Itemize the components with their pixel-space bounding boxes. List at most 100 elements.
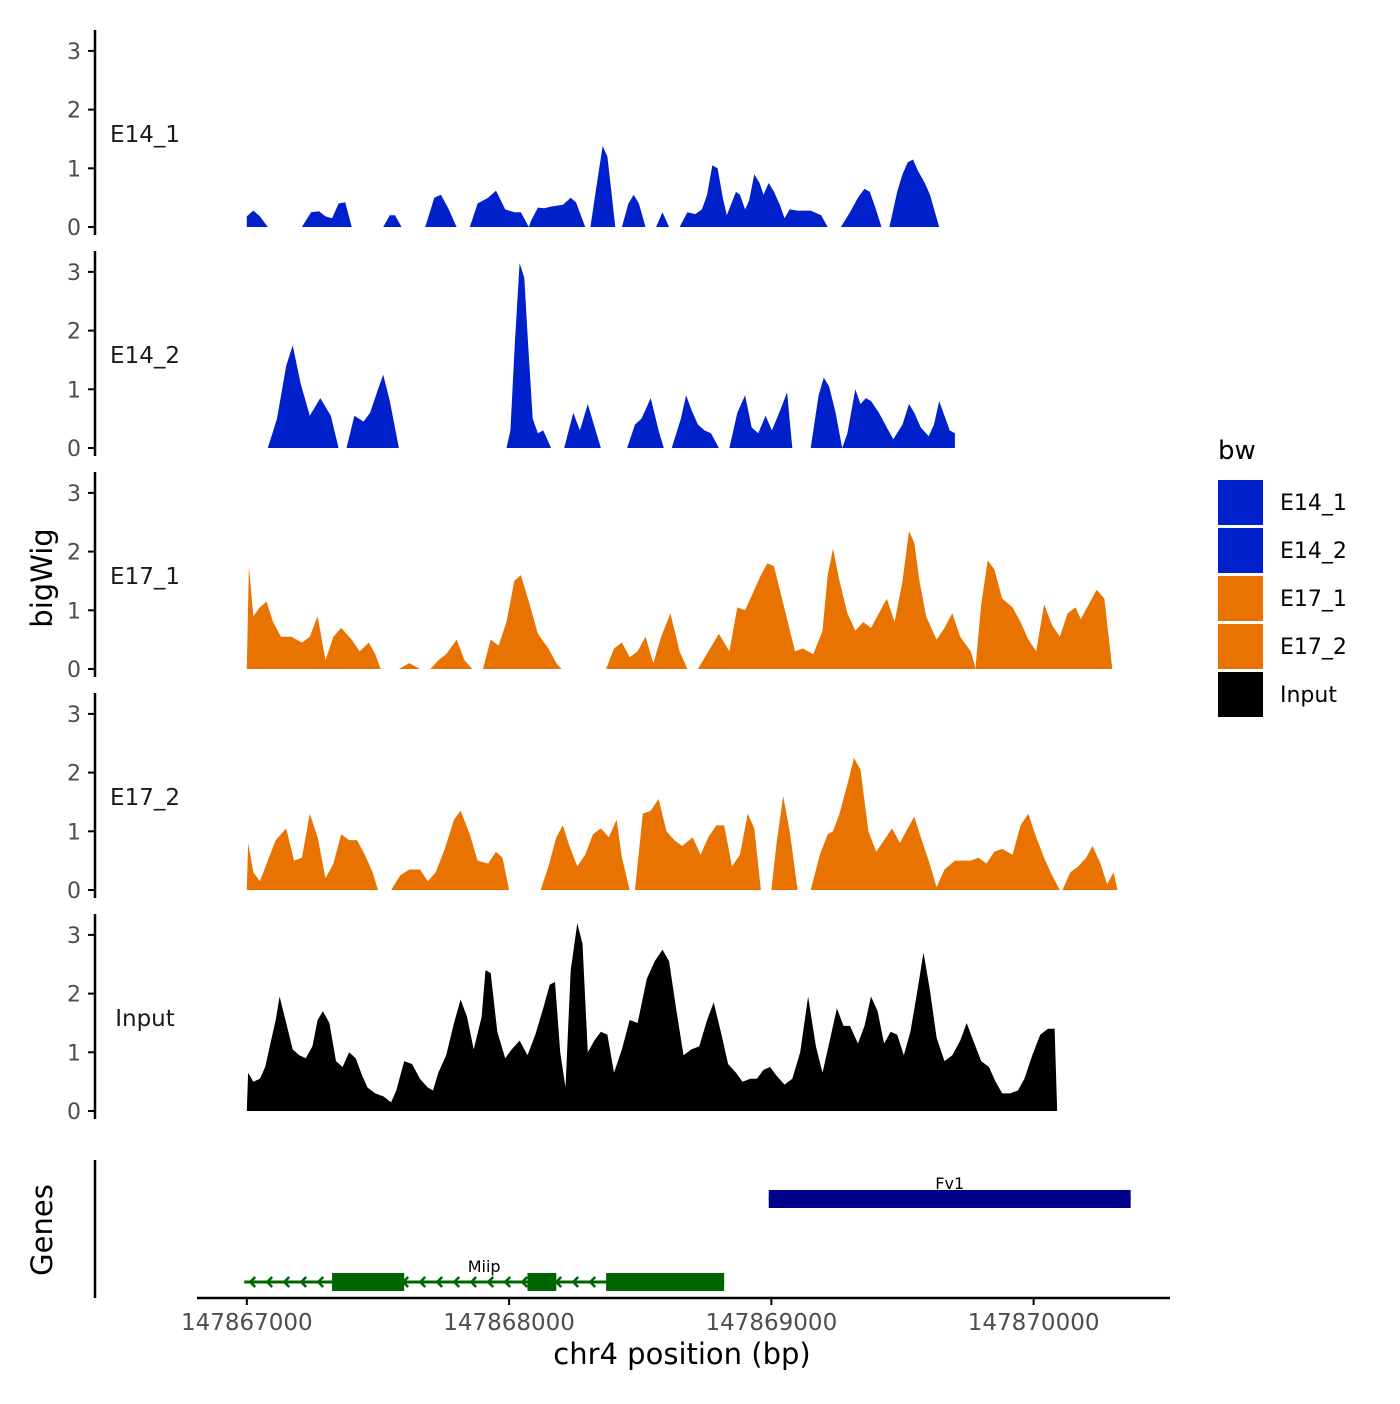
gene-exon — [606, 1273, 725, 1291]
signal-area-E14_1 — [528, 197, 586, 227]
signal-area-E14_2 — [842, 389, 955, 448]
track-Input: 0 1 2 3 Input — [67, 914, 1058, 1125]
gene-Miip: Miip — [244, 1257, 725, 1291]
legend-swatch — [1218, 624, 1263, 669]
signal-area-E14_2 — [267, 345, 339, 448]
signal-area-E14_1 — [425, 194, 457, 227]
signal-area-E17_1 — [398, 663, 420, 669]
legend-title: bw — [1218, 436, 1256, 466]
y-tick-label: 2 — [67, 983, 81, 1008]
legend-item-Input: Input — [1218, 672, 1337, 717]
legend-item-E14_1: E14_1 — [1218, 480, 1347, 525]
track-label-Input: Input — [115, 1006, 175, 1032]
x-axis: 147867000 147868000 147869000 147870000 — [181, 1296, 1170, 1336]
signal-area-E17_2 — [771, 796, 798, 890]
genes-track-label: Genes — [25, 1184, 59, 1276]
gene-exon — [527, 1273, 557, 1291]
gene-exon — [768, 1190, 1131, 1208]
y-tick-label: 1 — [67, 599, 81, 624]
y-tick-label: 0 — [67, 1100, 81, 1125]
x-axis-title: chr4 position (bp) — [553, 1337, 810, 1371]
gene-exon — [332, 1273, 405, 1291]
y-tick-label: 0 — [67, 437, 81, 462]
signal-area-E17_1 — [697, 531, 976, 669]
signal-area-E17_1 — [975, 560, 1113, 669]
strand-chevron — [571, 1276, 580, 1288]
legend-label: E17_2 — [1280, 635, 1347, 660]
signal-area-E14_2 — [627, 398, 664, 448]
signal-area-E14_1 — [246, 210, 268, 227]
strand-chevron — [452, 1276, 461, 1288]
signal-area-E14_1 — [383, 215, 402, 227]
legend-swatch — [1218, 528, 1263, 573]
y-tick-label: 3 — [67, 703, 81, 728]
signal-area-E14_1 — [621, 194, 646, 227]
x-tick-label: 147868000 — [443, 1310, 575, 1336]
track-E14_2: 0 1 2 3 E14_2 — [67, 251, 955, 462]
legend-item-E14_2: E14_2 — [1218, 528, 1347, 573]
signal-area-E14_2 — [810, 377, 843, 448]
signal-area-E17_2 — [810, 757, 1060, 890]
legend-label: E14_2 — [1280, 539, 1347, 564]
signal-area-E14_1 — [840, 188, 882, 227]
legend-item-E17_2: E17_2 — [1218, 624, 1347, 669]
y-tick-label: 0 — [67, 216, 81, 241]
signal-area-E17_1 — [430, 639, 473, 669]
legend-swatch — [1218, 672, 1263, 717]
strand-chevron — [282, 1276, 291, 1288]
signal-area-E17_2 — [1062, 846, 1118, 890]
y-tick-label: 1 — [67, 378, 81, 403]
legend-swatch — [1218, 576, 1263, 621]
strand-chevron — [418, 1276, 427, 1288]
strand-chevron — [316, 1276, 325, 1288]
track-label-E14_1: E14_1 — [110, 122, 180, 148]
signal-area-E14_2 — [506, 263, 552, 448]
strand-chevron — [520, 1276, 529, 1288]
legend-swatch — [1218, 480, 1263, 525]
strand-chevron — [435, 1276, 444, 1288]
signal-area-E14_2 — [346, 374, 399, 448]
x-tick-label: 147867000 — [181, 1310, 313, 1336]
strand-chevron — [265, 1276, 274, 1288]
signal-area-E17_2 — [540, 819, 630, 890]
strand-chevron — [299, 1276, 308, 1288]
y-tick-label: 1 — [67, 157, 81, 182]
y-tick-label: 2 — [67, 320, 81, 345]
signal-area-E17_1 — [606, 613, 688, 669]
y-tick-label: 2 — [67, 541, 81, 566]
legend-item-E17_1: E17_1 — [1218, 576, 1347, 621]
legend: bw E14_1 E14_2 E17_1 E17_2 Input — [1218, 436, 1347, 717]
signal-area-E17_1 — [482, 575, 562, 669]
gene-name-Miip: Miip — [468, 1257, 501, 1276]
signal-area-E14_1 — [656, 212, 670, 227]
signal-area-E14_1 — [679, 165, 828, 227]
y-axis-title: bigWig — [25, 528, 59, 627]
track-E17_1: 0 1 2 3 E17_1 — [67, 472, 1113, 683]
y-tick-label: 0 — [67, 658, 81, 683]
legend-label: E14_1 — [1280, 491, 1347, 516]
y-tick-label: 3 — [67, 261, 81, 286]
signal-area-E14_2 — [729, 392, 793, 448]
y-tick-label: 3 — [67, 482, 81, 507]
track-E17_2: 0 1 2 3 E17_2 — [67, 693, 1118, 904]
x-tick-label: 147869000 — [706, 1310, 838, 1336]
y-tick-label: 2 — [67, 99, 81, 124]
strand-chevron — [248, 1276, 257, 1288]
gene-Fv1: Fv1 — [768, 1174, 1131, 1208]
signal-area-E14_2 — [671, 395, 719, 448]
signal-area-E17_2 — [391, 810, 510, 890]
strand-chevron — [486, 1276, 495, 1288]
strand-chevron — [469, 1276, 478, 1288]
genes-track: Genes Miip Fv1 — [25, 1160, 1131, 1298]
track-E14_1: 0 1 2 3 E14_1 — [67, 30, 940, 241]
signal-area-E17_1 — [246, 566, 381, 669]
y-tick-label: 0 — [67, 879, 81, 904]
strand-chevron — [588, 1276, 597, 1288]
gene-name-Fv1: Fv1 — [935, 1174, 964, 1193]
y-tick-label: 3 — [67, 40, 81, 65]
signal-area-E14_1 — [469, 190, 529, 227]
y-tick-label: 3 — [67, 924, 81, 949]
y-tick-label: 2 — [67, 762, 81, 787]
legend-items: E14_1 E14_2 E17_1 E17_2 Input — [1218, 480, 1347, 717]
